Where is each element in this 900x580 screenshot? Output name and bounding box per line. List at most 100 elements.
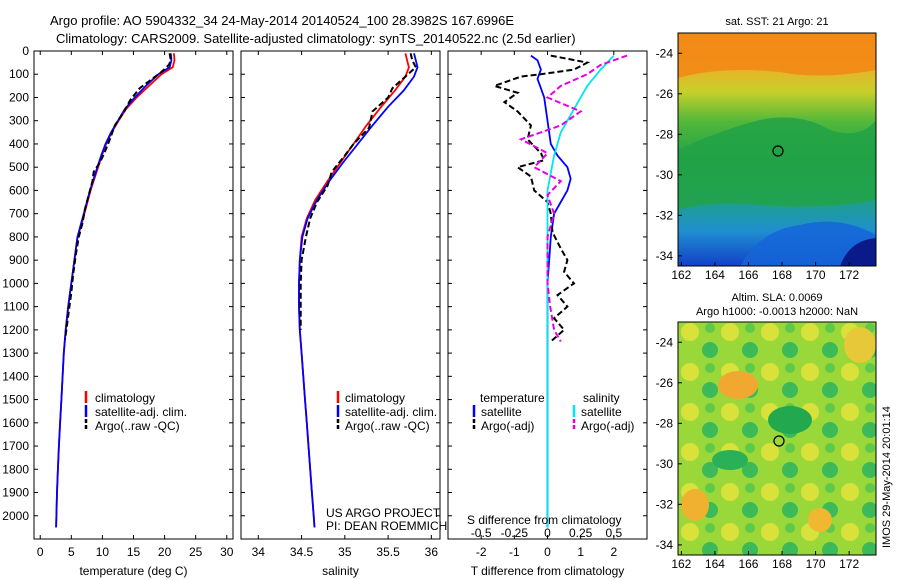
map-y-tick-label: -28	[656, 127, 674, 141]
x-tick-label: 34	[252, 545, 266, 559]
sst-cold-patch	[740, 221, 876, 266]
x-tick-label: 5	[68, 545, 75, 559]
series-line-argo---raw--qc-	[299, 53, 418, 330]
x-axis-label: salinity	[322, 564, 359, 578]
map-y-tick-label: -30	[656, 457, 674, 471]
y-tick-label: 700	[9, 207, 29, 221]
map-y-tick-label: -34	[656, 249, 674, 263]
y-tick-label: 500	[9, 160, 29, 174]
series-line-satellite-adj--clim-	[298, 53, 419, 528]
sst-green-band	[678, 117, 876, 210]
map-y-tick-label: -28	[656, 416, 674, 430]
sla-map-title-1: Altim. SLA: 0.0069	[731, 292, 822, 304]
difference-legend: temperature salinity satellite Argo(-adj…	[472, 391, 634, 433]
map-y-tick-label: -26	[656, 87, 674, 101]
credit-line-2: PI: DEAN ROEMMICH	[326, 519, 447, 533]
s-tick-label: 0.5	[605, 526, 622, 540]
sst-map-frame	[677, 32, 877, 267]
sla-map-title-2: Argo h1000: -0.0013 h2000: NaN	[696, 306, 858, 318]
y-tick-label: 300	[9, 114, 29, 128]
map-x-tick-label: 168	[772, 557, 792, 571]
sla-high-patch	[844, 327, 876, 363]
title-line-1: Argo profile: AO 5904332_34 24-May-2014 …	[50, 13, 514, 28]
y-tick-label: 1400	[2, 369, 29, 383]
temperature-legend: climatology satellite-adj. clim. Argo(..…	[84, 391, 187, 433]
y-tick-label: 900	[9, 253, 29, 267]
salinity-panel-frame	[240, 50, 441, 540]
legend-head-temperature: temperature	[480, 391, 545, 405]
map-y-tick-label: -34	[656, 538, 674, 552]
y-tick-label: 1300	[2, 346, 29, 360]
x-tick-label: -2	[476, 545, 487, 559]
y-tick-label: 1800	[2, 462, 29, 476]
x-axis-label: temperature (deg C)	[79, 564, 187, 578]
map-x-tick-label: 172	[839, 557, 859, 571]
sst-map-title: sat. SST: 21 Argo: 21	[725, 16, 828, 28]
temperature-panel-frame	[33, 50, 234, 540]
argo-location-marker	[772, 145, 784, 157]
sst-cold-patch-2	[840, 238, 876, 266]
sst-warm-patch	[678, 33, 876, 78]
map-y-tick-label: -32	[656, 497, 674, 511]
map-x-tick-label: 172	[839, 268, 859, 282]
imos-timestamp: IMOS 29-May-2014 20:01:14	[881, 406, 893, 548]
y-tick-label: 1200	[2, 323, 29, 337]
legend-label-s-argo: Argo(-adj)	[581, 419, 634, 433]
y-tick-label: 1600	[2, 416, 29, 430]
y-tick-label: 1700	[2, 439, 29, 453]
sla-map	[677, 321, 877, 556]
y-tick-label: 100	[9, 67, 29, 81]
x-tick-label: 35.5	[376, 545, 400, 559]
map-x-tick-label: 164	[705, 268, 725, 282]
sla-map-field	[678, 322, 876, 555]
legend-label-s-satellite: satellite	[581, 405, 622, 419]
salinity-legend: climatology satellite-adj. clim. Argo(..…	[336, 391, 437, 433]
series-line-temperature-argo--adj-	[491, 54, 591, 343]
legend-label-argo: Argo(..raw -QC)	[345, 419, 430, 433]
y-tick-label: 400	[9, 137, 29, 151]
sst-map	[677, 32, 877, 267]
s-tick-label: 0	[544, 526, 551, 540]
legend-label-argo: Argo(..raw -QC)	[95, 419, 180, 433]
map-y-tick-label: -30	[656, 168, 674, 182]
x-tick-label: 1	[577, 545, 584, 559]
y-tick-label: 1000	[2, 276, 29, 290]
map-x-tick-label: 166	[738, 557, 758, 571]
x-tick-label: 10	[96, 545, 110, 559]
legend-label-satellite: satellite-adj. clim.	[345, 405, 437, 419]
s-difference-label: S difference from climatology	[467, 513, 622, 527]
map-x-tick-label: 170	[806, 557, 826, 571]
x-tick-label: 34.5	[290, 545, 314, 559]
map-x-tick-label: 170	[806, 268, 826, 282]
map-y-tick-label: -24	[656, 335, 674, 349]
argo-location-marker	[773, 435, 785, 447]
sla-high-patch	[718, 371, 758, 399]
legend-label-t-satellite: satellite	[481, 405, 522, 419]
sla-map-frame	[677, 321, 877, 556]
s-tick-label: -0.25	[501, 526, 529, 540]
y-tick-label: 1500	[2, 393, 29, 407]
legend-label-satellite: satellite-adj. clim.	[95, 405, 187, 419]
x-axis-label: T difference from climatology	[471, 564, 625, 578]
credit-line-1: US ARGO PROJECT	[326, 506, 441, 520]
series-line-climatology	[298, 53, 410, 528]
map-y-tick-label: -26	[656, 376, 674, 390]
s-tick-label: 0.25	[569, 526, 593, 540]
title-line-2: Climatology: CARS2009. Satellite-adjuste…	[56, 31, 576, 46]
sla-high-patch	[808, 508, 832, 532]
s-tick-label: -0.5	[471, 526, 492, 540]
legend-head-salinity: salinity	[583, 391, 620, 405]
series-line-salinity-satellite	[546, 54, 615, 528]
series-line-argo---raw--qc-	[64, 53, 172, 340]
y-tick-label: 2000	[2, 509, 29, 523]
x-tick-label: -1	[509, 545, 520, 559]
legend-label-climatology: climatology	[345, 391, 405, 405]
legend-label-climatology: climatology	[95, 391, 155, 405]
map-x-tick-label: 162	[671, 268, 691, 282]
sla-low-patch	[712, 450, 748, 470]
series-line-salinity-argo--adj-	[518, 54, 628, 343]
y-tick-label: 600	[9, 183, 29, 197]
x-tick-label: 0	[544, 545, 551, 559]
y-tick-label: 0	[22, 44, 29, 58]
